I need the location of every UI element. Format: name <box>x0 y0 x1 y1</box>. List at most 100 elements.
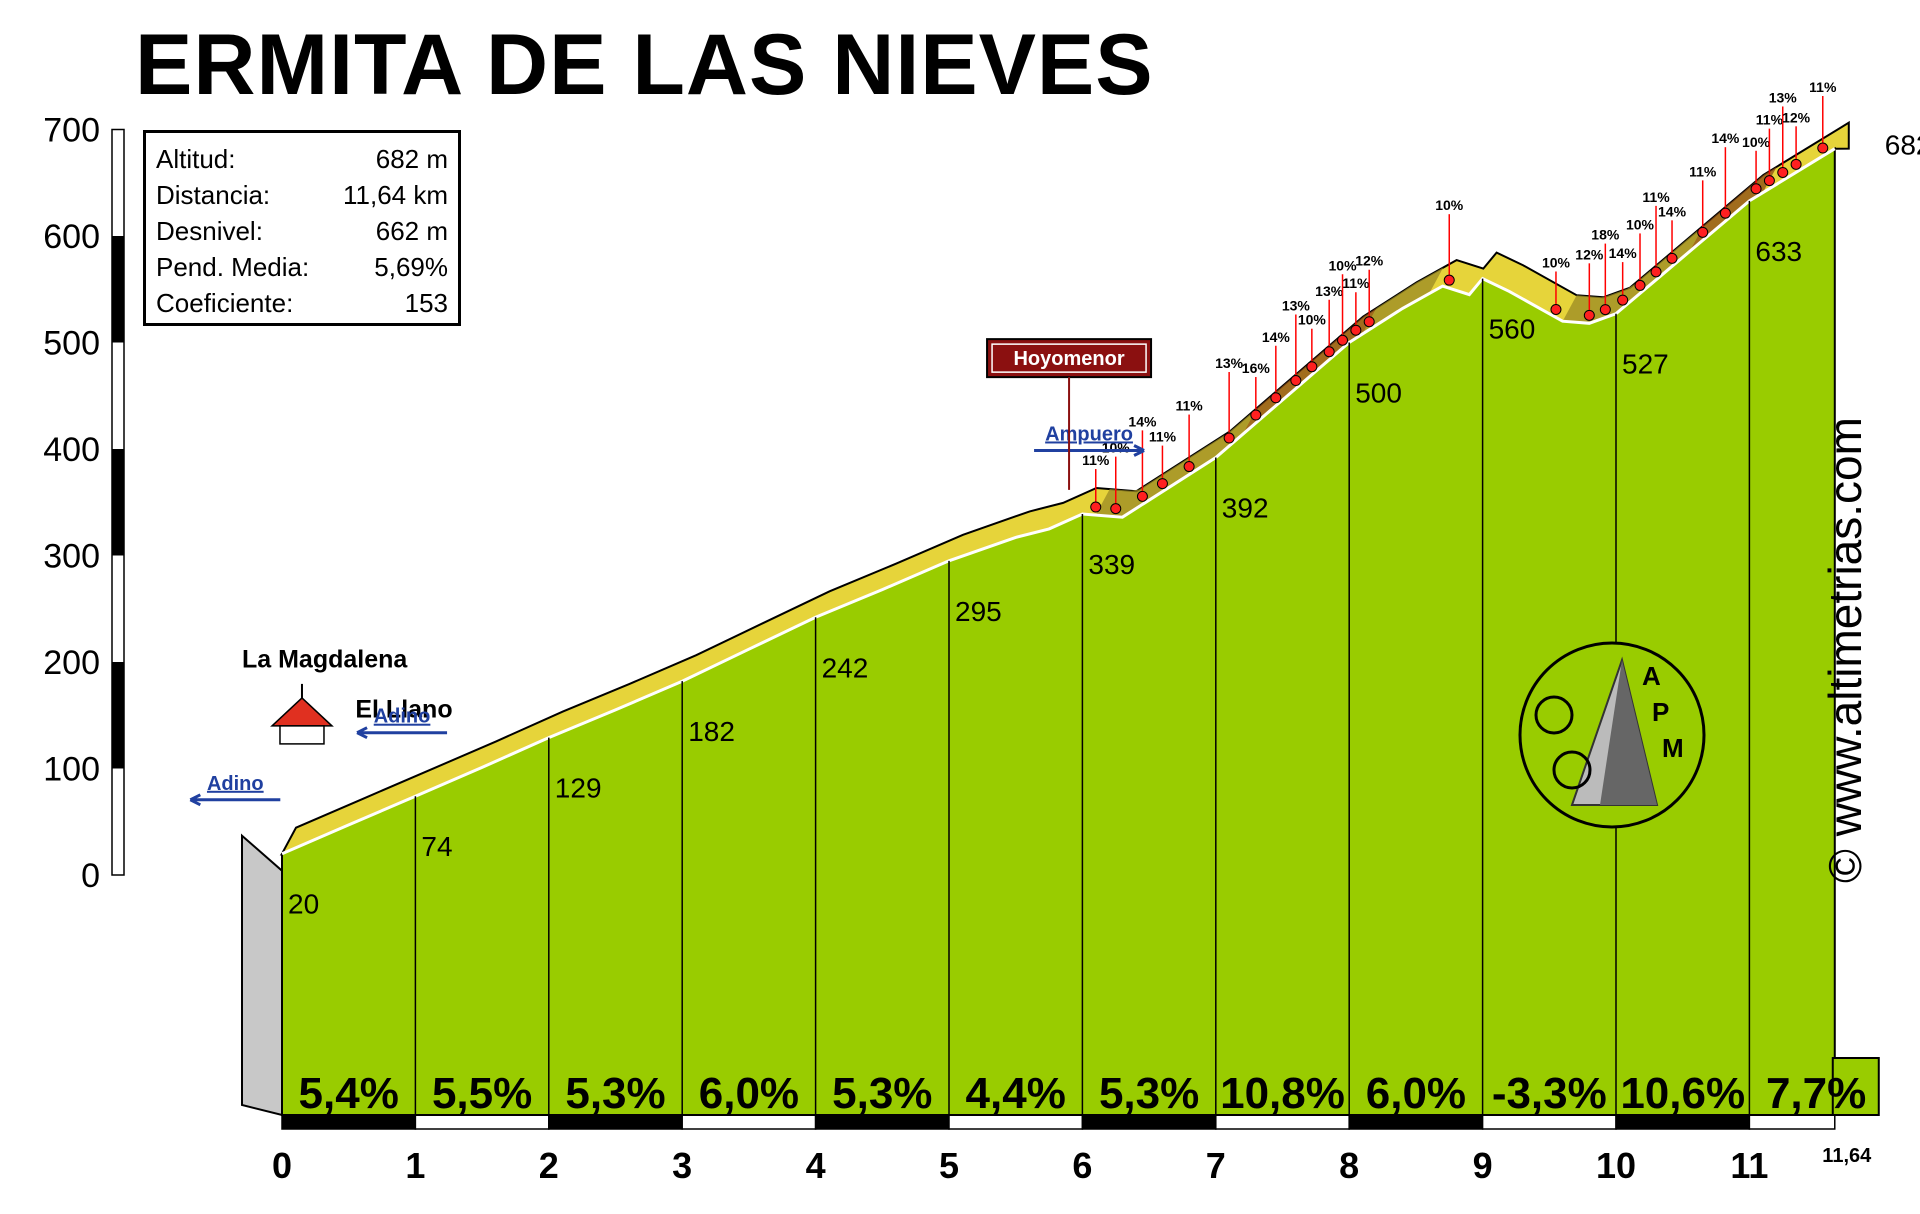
km-gradient-label: -3,3% <box>1492 1069 1607 1118</box>
ramp-gradient-label: 13% <box>1315 283 1344 299</box>
x-end-label: 11,64 <box>1822 1145 1872 1167</box>
x-axis: 0 1 2 3 4 5 6 7 8 9 10 11 11,64 <box>272 1145 1872 1186</box>
altitude-label: 500 <box>1355 378 1402 409</box>
ramp-gradient-label: 12% <box>1355 253 1384 269</box>
ramp-gradient-label: 11% <box>1175 398 1203 414</box>
logo-letter: P <box>1652 697 1669 727</box>
x-tick-label: 1 <box>405 1145 425 1186</box>
church-icon <box>270 696 334 727</box>
altitude-label: 74 <box>421 831 452 862</box>
x-tick-label: 9 <box>1473 1145 1493 1186</box>
ramp-gradient-label: 13% <box>1282 298 1311 314</box>
ramp-gradient-label: 11% <box>1689 163 1717 179</box>
info-row-altitude: Altitud: 682 m <box>156 144 448 174</box>
km-gradient-label: 5,3% <box>565 1069 665 1118</box>
ramp-dot <box>1617 294 1629 306</box>
km-gradient-label: 5,3% <box>1099 1069 1199 1118</box>
km-gradient-label: 6,0% <box>699 1069 799 1118</box>
ramp-dot <box>1817 142 1829 154</box>
altitude-label: 633 <box>1755 236 1802 267</box>
ramp-dot <box>1650 266 1662 278</box>
y-scale-segment <box>112 662 124 769</box>
ramp-gradient-label: 10% <box>1329 257 1358 273</box>
ramp-gradient-label: 12% <box>1575 246 1604 262</box>
ramp-gradient-label: 12% <box>1782 109 1811 125</box>
ramp-gradient-label: 11% <box>1149 429 1177 445</box>
altitude-label: 295 <box>955 596 1002 627</box>
altitude-label: 392 <box>1222 493 1269 524</box>
x-tick-label: 5 <box>939 1145 959 1186</box>
altitude-label: 682 <box>1885 130 1920 161</box>
info-row-elevation-gain: Desnivel: 662 m <box>156 216 448 246</box>
ramp-dot <box>1306 361 1318 373</box>
ramp-dot <box>1634 279 1646 291</box>
ramp-dot <box>1250 409 1262 421</box>
ramp-dot <box>1090 501 1102 513</box>
ramp-dot <box>1790 158 1802 170</box>
info-row-distance: Distancia: 11,64 km <box>156 180 448 210</box>
church-body-icon <box>279 725 325 745</box>
ramp-dot <box>1110 503 1122 515</box>
steep-band-section <box>1362 267 1444 334</box>
ramp-dot <box>1583 309 1595 321</box>
elevation-profile <box>279 120 1880 1116</box>
ramp-gradient-label: 11% <box>1082 452 1110 468</box>
y-tick-label: 0 <box>81 857 100 895</box>
altitude-label: 20 <box>288 889 319 920</box>
road-label: Adino <box>207 773 264 795</box>
ramp-dot <box>1697 226 1709 238</box>
ramp-gradient-label: 11% <box>1642 189 1670 205</box>
altitude-labels: 20 74 129 182 242 295 339 392 500 560 527 633 682 <box>288 130 1920 920</box>
altitude-label: 242 <box>822 652 869 683</box>
ramp-dot <box>1223 432 1235 444</box>
apm-logo: APM <box>1518 641 1706 829</box>
y-axis: 0 100 200 300 400 500 600 700 <box>43 112 125 895</box>
highlight-label: Hoyomenor <box>1013 348 1124 370</box>
ramp-dot <box>1550 303 1562 315</box>
ramp-gradient-label: 10% <box>1298 312 1327 328</box>
ramp-gradient-label: 18% <box>1591 227 1620 243</box>
ramp-dot <box>1136 490 1148 502</box>
km-gradient-label: 5,5% <box>432 1069 532 1118</box>
y-tick-label: 700 <box>43 112 100 150</box>
road-edge-line <box>281 147 1836 856</box>
logo-letter: M <box>1662 733 1684 763</box>
road-label: Ampuero <box>1045 423 1133 445</box>
ramp-dot <box>1290 375 1302 387</box>
ramp-dot <box>1443 274 1455 286</box>
ramp-dot <box>1777 166 1789 178</box>
km-grid-lines <box>414 200 1751 1115</box>
start-wall <box>241 833 283 1117</box>
ramp-gradient-label: 13% <box>1215 355 1244 371</box>
ramp-dot <box>1750 183 1762 195</box>
ramp-gradient-label: 10% <box>1542 254 1571 270</box>
x-tick-label: 6 <box>1072 1145 1092 1186</box>
ramp-dot <box>1270 392 1282 404</box>
altitude-label: 182 <box>688 716 735 747</box>
y-tick-label: 600 <box>43 218 100 256</box>
arrow-left-icon <box>189 793 281 807</box>
ramp-gradient-label: 16% <box>1242 360 1271 376</box>
altitude-label: 339 <box>1088 549 1135 580</box>
logo-letter: A <box>1642 661 1661 691</box>
info-row-coefficient: Coeficiente: 153 <box>156 288 448 318</box>
steep-ramp-markers: 11%10%14%11%11%13%16%14%13%10%13%10%11%1… <box>1082 79 1837 515</box>
ramp-dot <box>1156 478 1168 490</box>
x-tick-label: 11 <box>1730 1145 1768 1186</box>
y-scale-segment <box>112 449 124 556</box>
ramp-gradient-label: 14% <box>1609 245 1638 261</box>
altitude-label: 129 <box>555 773 602 804</box>
ramp-gradient-label: 10% <box>1626 216 1655 232</box>
ramp-gradient-label: 14% <box>1128 413 1157 429</box>
km-gradient-label: 7,7% <box>1766 1069 1866 1118</box>
ramp-gradient-label: 13% <box>1769 89 1798 105</box>
ramp-dot <box>1337 334 1349 346</box>
km-gradient-label: 6,0% <box>1366 1069 1466 1118</box>
ramp-dot <box>1666 252 1678 264</box>
ramp-dot <box>1183 461 1195 473</box>
x-tick-label: 4 <box>806 1145 826 1186</box>
ramp-gradient-label: 14% <box>1711 130 1740 146</box>
place-label: La Magdalena <box>242 645 408 673</box>
end-block <box>1831 1057 1880 1116</box>
